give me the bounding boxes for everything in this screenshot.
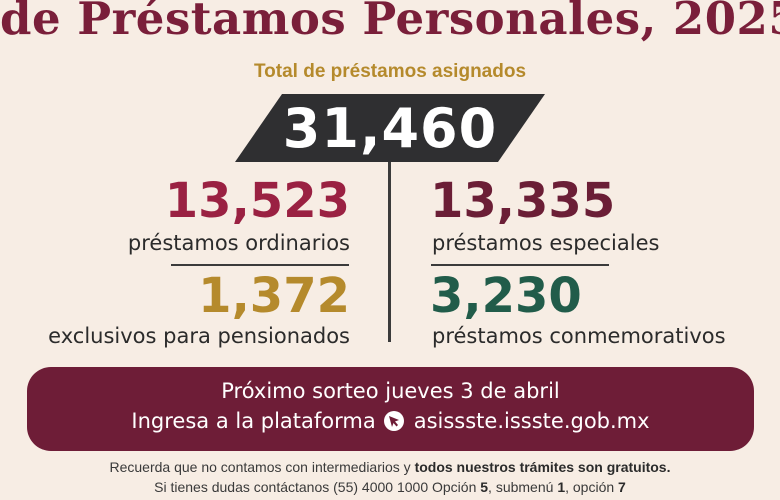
- footer-text-op: , opción: [565, 479, 619, 495]
- right-divider: [431, 264, 609, 266]
- total-subtitle: Total de préstamos asignados: [253, 61, 527, 82]
- platform-prefix: Ingresa a la plataforma: [131, 409, 376, 433]
- ordinarios-value: 13,523: [164, 173, 350, 229]
- announcement-banner: Próximo sorteo jueves 3 de abril Ingresa…: [27, 367, 754, 451]
- footer-option: 5: [480, 479, 489, 495]
- footer-line-1: Recuerda que no contamos con intermediar…: [0, 459, 780, 475]
- draw-date-text: Próximo sorteo jueves 3 de abril: [221, 379, 560, 403]
- badge-shape: [235, 94, 545, 162]
- pensionados-value: 1,372: [198, 268, 350, 324]
- footer-text: Recuerda que no contamos con intermediar…: [109, 459, 415, 475]
- total-badge: 31,460: [232, 92, 548, 164]
- footer-text-sub: , submenú: [488, 479, 558, 495]
- pensionados-label: exclusivos para pensionados: [48, 324, 350, 348]
- conmemorativos-value: 3,230: [430, 268, 582, 324]
- footer-option-num: 7: [618, 479, 626, 495]
- footer-submenu: 1: [557, 479, 566, 495]
- ordinarios-label: préstamos ordinarios: [127, 231, 350, 255]
- page-title: de Préstamos Personales, 2025: [0, 0, 780, 45]
- footer-bold-text: todos nuestros trámites son gratuitos.: [414, 459, 671, 475]
- footer-contact-text: Si tienes dudas contáctanos (55) 4000 10…: [154, 479, 481, 495]
- cursor-click-icon: [383, 411, 404, 431]
- platform-url-link[interactable]: asissste.issste.gob.mx: [413, 409, 650, 433]
- left-divider: [171, 264, 349, 266]
- platform-line: Ingresa a la plataforma asissste.issste.…: [27, 409, 754, 433]
- total-value: 31,460: [282, 96, 498, 160]
- conmemorativos-label: préstamos conmemorativos: [432, 324, 726, 348]
- footer-line-2: Si tienes dudas contáctanos (55) 4000 10…: [0, 479, 780, 495]
- vertical-divider: [388, 162, 391, 342]
- especiales-label: préstamos especiales: [432, 231, 660, 255]
- especiales-value: 13,335: [430, 173, 616, 229]
